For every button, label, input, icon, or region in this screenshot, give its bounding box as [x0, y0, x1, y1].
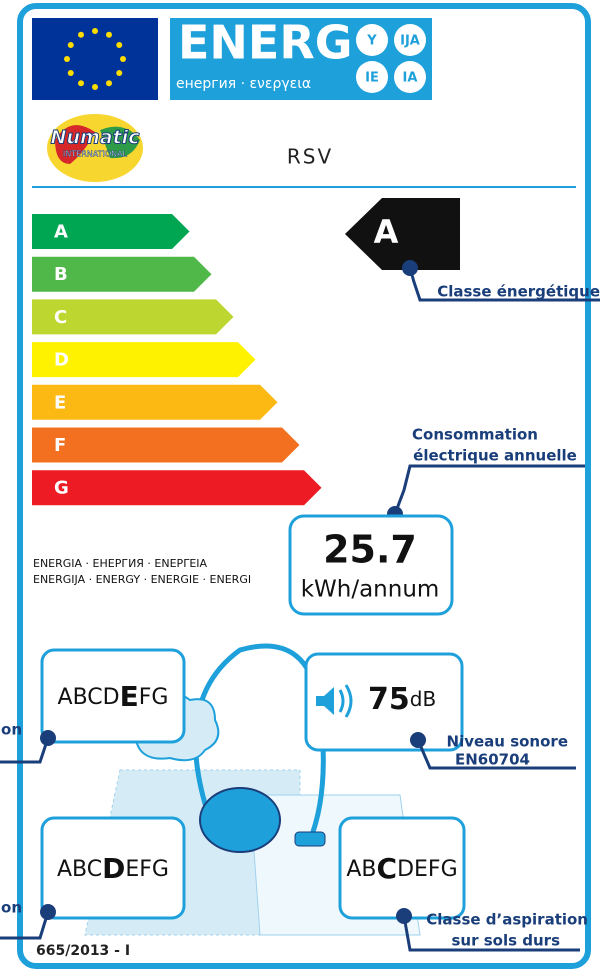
energy-banner — [170, 18, 432, 100]
dust-class: ABCDEFG — [58, 680, 169, 713]
callout — [0, 737, 50, 764]
suffix-circle — [394, 24, 426, 56]
star — [116, 70, 123, 76]
suffix: Y — [366, 34, 377, 49]
callout — [0, 911, 50, 940]
dust-pre: ABCD — [58, 685, 120, 710]
globe-land — [55, 125, 95, 164]
suffix: IA — [403, 71, 418, 86]
star — [64, 56, 70, 62]
class-arrow — [32, 342, 256, 378]
star — [78, 80, 84, 87]
regulation: 665/2013 - I — [36, 943, 130, 959]
annotation: on — [1, 899, 22, 917]
brand: Numatic — [51, 127, 141, 149]
brand-logo: Numatic INTERNATIONAL — [47, 114, 143, 182]
annotation: EN60704 — [455, 751, 530, 769]
current-class: A — [374, 213, 399, 251]
globe-land — [100, 126, 140, 159]
star — [92, 84, 98, 90]
class-scale: AB C DE F G — [32, 214, 322, 506]
class-letter: A — [54, 222, 68, 243]
hard-post: DEFG — [397, 857, 458, 882]
hard-current: C — [377, 852, 398, 885]
star — [92, 28, 98, 34]
star — [120, 56, 126, 62]
suffix: IE — [365, 71, 379, 86]
suffix: IJA — [400, 34, 420, 49]
suffix-circle — [356, 24, 388, 56]
annotation: Niveau sonore — [447, 733, 568, 751]
callout-dot — [396, 908, 412, 924]
languages: ENERGIJA · ENERGY · ENERGIE · ENERGI — [33, 573, 251, 586]
dust-current: E — [120, 680, 139, 713]
suffix-circle — [394, 61, 426, 93]
consumption-box — [288, 514, 454, 616]
languages: ENERGIA · ЕНЕРГИЯ · ΕΝΕΡΓΕΙΑ — [33, 557, 208, 570]
class-letter: E — [54, 392, 66, 413]
hard-class: ABCDEFG — [346, 852, 457, 885]
consumption-value: 25.7 — [323, 528, 417, 572]
speaker-icon — [316, 687, 334, 715]
suffix-circle — [356, 61, 388, 93]
class-arrow — [32, 427, 300, 463]
carpet-pre: ABC — [57, 857, 102, 882]
consumption-unit: kWh/annum — [301, 577, 440, 603]
callout — [402, 915, 580, 952]
nozzle — [294, 831, 326, 847]
hard-pre: AB — [346, 857, 376, 882]
callout — [416, 739, 576, 770]
class-letter: B — [54, 264, 68, 285]
callout-dot — [410, 732, 426, 748]
dust-post: FG — [139, 685, 169, 710]
class-letter: D — [54, 350, 69, 371]
star — [78, 31, 84, 38]
suffixes: Y IJA IE IA — [356, 24, 426, 93]
class-arrow — [32, 299, 234, 335]
class-arrow — [32, 470, 322, 506]
flag-stars — [64, 28, 126, 90]
star — [116, 42, 123, 48]
carpet-box — [40, 816, 186, 920]
class-letter: C — [54, 307, 67, 328]
vacuum-body — [199, 787, 281, 853]
annotation: sur sols durs — [452, 932, 561, 950]
current-class-arrow — [345, 198, 460, 270]
carpet-class: ABCDEFG — [57, 852, 169, 885]
callout — [393, 464, 585, 515]
annotation: Classe énergétique — [437, 283, 600, 301]
class-arrow — [32, 214, 190, 249]
energy-subtitle: енергия · ενεργεια — [176, 76, 311, 92]
annotation: Classe d’aspiration — [426, 911, 588, 929]
energy-word: ENERG — [178, 16, 353, 70]
callout-dot — [40, 904, 56, 920]
star — [67, 70, 74, 76]
class-arrow — [32, 256, 212, 292]
class-arrow — [32, 384, 278, 420]
carpet-current: D — [102, 852, 125, 885]
callout-dot — [402, 260, 418, 276]
annotation: électrique annuelle — [413, 447, 577, 465]
noise-unit: dB — [410, 687, 436, 711]
class-letter: F — [54, 435, 66, 456]
dust-box — [40, 648, 186, 744]
carpet-post: EFG — [125, 857, 169, 882]
brand-sub: INTERNATIONAL — [63, 150, 128, 159]
noise-value: 75 — [368, 682, 410, 717]
model: RSV — [287, 145, 333, 169]
annotation: Consommation — [412, 426, 538, 444]
star — [67, 42, 74, 48]
sound-waves — [338, 684, 353, 718]
noise-class: 75dB — [368, 682, 436, 717]
star — [106, 31, 112, 38]
star — [106, 80, 112, 87]
class-letter: G — [54, 478, 69, 499]
callout-dot — [40, 730, 56, 746]
noise-box — [304, 652, 464, 752]
annotation: on — [1, 721, 22, 739]
